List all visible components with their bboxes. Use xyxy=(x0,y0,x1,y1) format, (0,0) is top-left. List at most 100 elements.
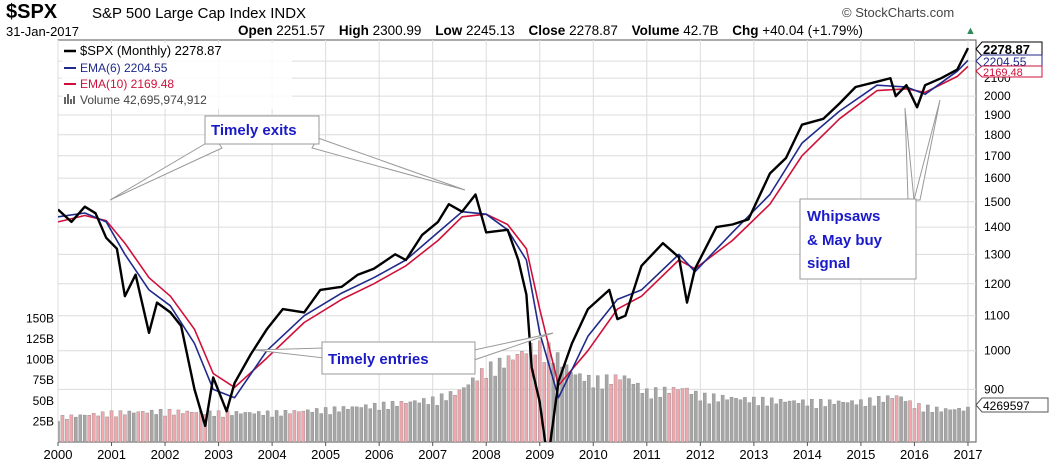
volume-bar xyxy=(917,403,921,442)
price-tag xyxy=(975,41,1043,57)
volume-bar xyxy=(190,412,194,442)
volume-bar xyxy=(252,413,257,442)
volume-bar xyxy=(948,409,952,442)
volume-tick-label: 25B xyxy=(33,414,54,428)
close-value: 2278.87 xyxy=(569,23,618,38)
series-lines xyxy=(58,47,970,442)
volume-bar xyxy=(337,411,341,442)
volume-bar xyxy=(328,414,332,442)
volume-bar xyxy=(176,409,181,442)
volume-bar xyxy=(127,410,132,442)
volume-bar xyxy=(640,393,645,442)
volume-bar xyxy=(627,378,631,442)
volume-bar xyxy=(145,412,149,442)
volume-bar xyxy=(814,408,819,442)
volume-bar xyxy=(698,400,703,442)
volume-bar xyxy=(301,410,306,442)
volume-bar xyxy=(604,374,609,442)
y-tick-label: 1300 xyxy=(984,247,1011,261)
volume-bar xyxy=(430,396,435,442)
volume-bar xyxy=(475,380,480,442)
volume-bar xyxy=(203,414,207,442)
volume-bar xyxy=(91,413,96,442)
volume-value: 42.7B xyxy=(683,23,719,38)
annotation-entries: Timely entries xyxy=(321,341,476,375)
volume-bar xyxy=(560,366,564,442)
volume-bar xyxy=(74,416,78,442)
volume-bar xyxy=(207,410,212,442)
volume-bar xyxy=(631,383,636,442)
volume-bar xyxy=(323,407,328,442)
volume-bar xyxy=(542,362,546,442)
volume-label: Volume xyxy=(631,23,680,38)
volume-bar xyxy=(283,410,288,442)
price-line xyxy=(58,47,970,442)
legend-volume-icon xyxy=(64,94,75,104)
volume-bar xyxy=(395,405,399,442)
volume-bar xyxy=(890,398,894,442)
y-axis-ticks: 900 1000 1100 1200 1300 1400 1500 1600 1700 1800 1… xyxy=(984,54,1011,396)
volume-bar xyxy=(636,382,640,442)
annotation-exits-text: Timely exits xyxy=(211,122,297,139)
volume-bar xyxy=(676,389,680,442)
volume-tick-label: 150B xyxy=(26,311,54,325)
ema10-tag-text: 2169.48 xyxy=(983,67,1023,79)
volume-bar xyxy=(381,401,386,442)
x-tick-label: 2000 xyxy=(44,447,73,462)
annotation-entries-text: Timely entries xyxy=(328,351,429,368)
volume-bar xyxy=(350,406,355,442)
x-tick-label: 2009 xyxy=(525,447,554,462)
volume-bar xyxy=(355,406,359,442)
x-tick-label: 2004 xyxy=(258,447,287,462)
volume-bar xyxy=(314,408,319,442)
volume-bar xyxy=(836,400,841,442)
volume-bar xyxy=(435,405,439,442)
volume-bar xyxy=(595,375,600,442)
volume-bar xyxy=(805,405,810,442)
volume-bar xyxy=(756,405,761,442)
volume-bar xyxy=(185,410,190,442)
x-tick-label: 2011 xyxy=(633,447,661,462)
volume-bar xyxy=(372,402,377,442)
volume-bar xyxy=(502,367,506,442)
volume-bar xyxy=(163,415,167,442)
volume-bar xyxy=(457,389,462,442)
legend-price: $SPX (Monthly) 2278.87 xyxy=(80,43,222,58)
volume-bar xyxy=(667,393,671,442)
volume-bar xyxy=(810,399,814,442)
volume-bar xyxy=(939,411,943,442)
volume-bar xyxy=(921,411,926,442)
volume-tag xyxy=(975,397,1049,413)
volume-bar xyxy=(118,410,123,442)
volume-bar xyxy=(479,368,484,442)
brand-link[interactable]: © StockCharts.com xyxy=(842,5,955,20)
volume-bar xyxy=(194,412,199,442)
y-tick-label: 1500 xyxy=(984,195,1011,209)
volume-bar xyxy=(716,401,720,442)
exchange-code: INDX xyxy=(270,5,307,22)
volume-bar xyxy=(140,411,145,442)
volume-bar xyxy=(645,388,649,442)
volume-bar xyxy=(671,387,676,442)
volume-bar xyxy=(288,413,292,442)
y-tick-label: 1900 xyxy=(984,108,1011,122)
volume-bar xyxy=(689,393,694,442)
y-tick-label: 1400 xyxy=(984,220,1011,234)
volume-bar xyxy=(216,410,221,442)
volume-bar xyxy=(894,395,899,442)
volume-bar xyxy=(573,374,578,442)
legend: $SPX (Monthly) 2278.87 EMA(6) 2204.55 EM… xyxy=(62,43,292,109)
ema6-tag xyxy=(975,54,1043,68)
ohlc-readout: Open 2251.57 High 2300.99 Low 2245.13 Cl… xyxy=(238,23,863,38)
volume-bar xyxy=(841,401,845,442)
volume-bar xyxy=(105,416,109,442)
low-value: 2245.13 xyxy=(465,23,515,38)
volume-bar xyxy=(653,387,658,442)
volume-bar xyxy=(404,403,408,442)
volume-bar xyxy=(720,394,725,442)
volume-bar xyxy=(515,354,520,442)
volume-bar xyxy=(859,399,863,442)
volume-bar xyxy=(83,414,87,442)
high-label: High xyxy=(338,23,369,38)
